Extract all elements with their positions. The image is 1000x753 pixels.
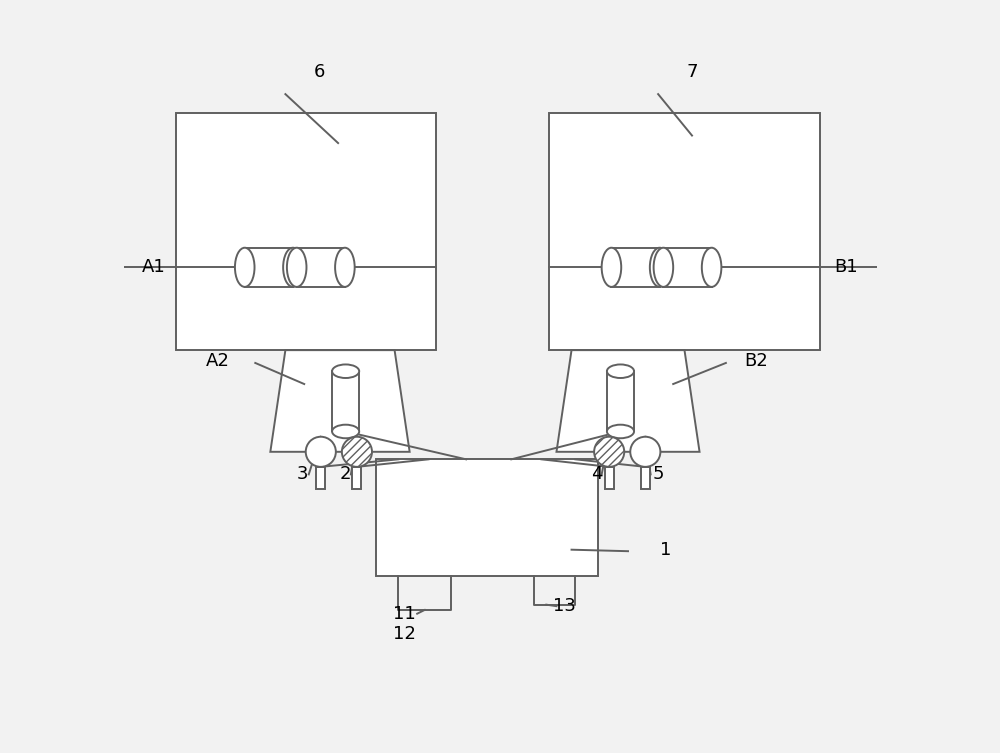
Text: 3: 3 [297, 465, 308, 483]
Text: 2: 2 [339, 465, 351, 483]
Bar [316, 467, 325, 489]
Text: A2: A2 [206, 352, 230, 370]
Bar [352, 467, 361, 489]
Text: B1: B1 [834, 258, 858, 276]
Text: 1: 1 [660, 541, 671, 559]
Text: 5: 5 [652, 465, 664, 483]
Circle shape [630, 437, 660, 467]
Text: 7: 7 [686, 62, 698, 81]
Bar [605, 467, 614, 489]
Bar [332, 371, 359, 431]
Bar [376, 459, 598, 576]
Bar [245, 248, 293, 287]
Bar [176, 113, 436, 350]
Bar [611, 248, 660, 287]
Bar [297, 248, 345, 287]
Ellipse shape [602, 248, 621, 287]
Bar [549, 113, 820, 350]
Circle shape [342, 437, 372, 467]
Ellipse shape [332, 425, 359, 438]
Bar [607, 371, 634, 431]
Bar [663, 248, 712, 287]
Circle shape [594, 437, 624, 467]
Circle shape [306, 437, 336, 467]
Ellipse shape [650, 248, 669, 287]
Text: 12: 12 [393, 625, 416, 643]
Ellipse shape [332, 364, 359, 378]
Ellipse shape [654, 248, 673, 287]
Text: B2: B2 [744, 352, 768, 370]
Ellipse shape [702, 248, 721, 287]
Text: 4: 4 [591, 465, 602, 483]
Ellipse shape [283, 248, 303, 287]
Ellipse shape [287, 248, 306, 287]
Ellipse shape [335, 248, 355, 287]
Ellipse shape [235, 248, 255, 287]
Bar [641, 467, 650, 489]
Polygon shape [270, 350, 410, 452]
Text: A1: A1 [142, 258, 166, 276]
Text: 11: 11 [393, 605, 416, 623]
Ellipse shape [607, 425, 634, 438]
Text: 6: 6 [314, 62, 325, 81]
Polygon shape [556, 350, 700, 452]
Ellipse shape [607, 364, 634, 378]
Text: 13: 13 [553, 597, 575, 615]
